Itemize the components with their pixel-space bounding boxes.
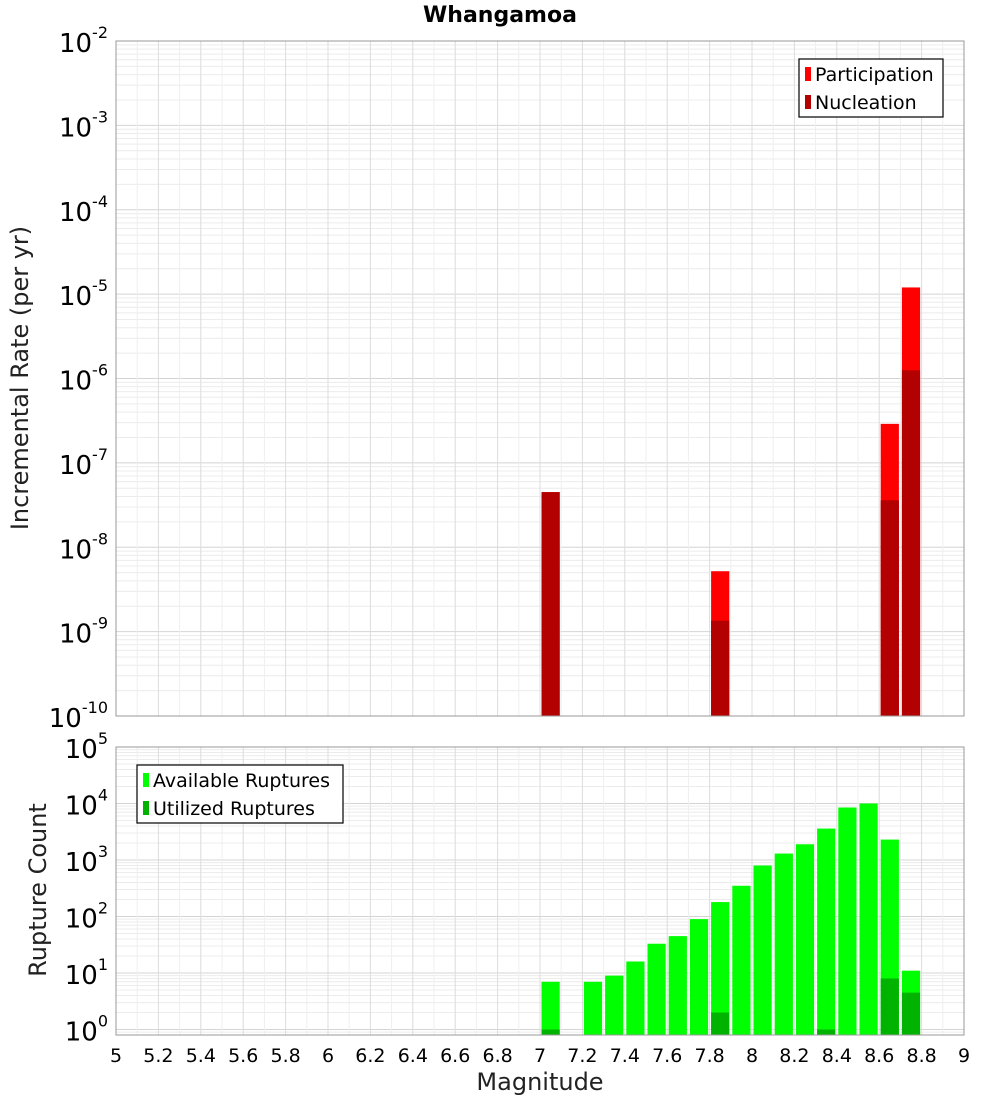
- bottom-bar-primary: [626, 961, 645, 1035]
- bottom-bar-primary: [838, 807, 857, 1035]
- bottom-y-tick-label: 104: [65, 786, 108, 822]
- x-tick-label: 6.6: [440, 1045, 470, 1067]
- bottom-bar-primary: [647, 943, 666, 1035]
- x-tick-label: 6.2: [355, 1045, 385, 1067]
- top-y-tick-label: 10-6: [59, 361, 108, 397]
- top-y-tick-label: 10-3: [59, 107, 108, 143]
- x-tick-label: 5.2: [143, 1045, 173, 1067]
- bottom-bar-primary: [753, 865, 772, 1035]
- top-legend-swatch: [805, 95, 811, 109]
- bottom-bar-primary: [732, 885, 751, 1035]
- x-axis-label: Magnitude: [476, 1068, 603, 1096]
- x-tick-label: 5.6: [228, 1045, 258, 1067]
- x-tick-label: 5: [110, 1045, 122, 1067]
- top-bar-secondary: [541, 492, 560, 716]
- bottom-bar-primary: [711, 902, 730, 1035]
- bottom-legend: [136, 764, 344, 824]
- top-y-tick-label: 10-10: [49, 698, 108, 734]
- x-tick-label: 6.4: [398, 1045, 428, 1067]
- bottom-plot-area: 100 101 102 103 104 105 Available Ruptures Util…: [65, 729, 970, 1067]
- bottom-plot-frame: [115, 746, 965, 1036]
- top-bar-secondary: [711, 620, 730, 716]
- top-y-tick-label: 10-9: [59, 614, 108, 650]
- top-legend-label: Nucleation: [815, 92, 917, 114]
- x-tick-label: 7.6: [652, 1045, 682, 1067]
- x-tick-label: 8: [746, 1045, 758, 1067]
- top-y-tick-label: 10-5: [59, 276, 108, 312]
- x-tick-label: 6: [322, 1045, 334, 1067]
- bottom-legend-swatch: [143, 801, 149, 815]
- top-legend: [798, 58, 944, 118]
- bottom-bar-secondary: [711, 1012, 730, 1035]
- bottom-y-axis-label: Rupture Count: [24, 803, 52, 977]
- top-y-tick-label: 10-7: [59, 445, 108, 481]
- x-tick-label: 8.6: [864, 1045, 894, 1067]
- x-tick-label: 7.2: [567, 1045, 597, 1067]
- x-tick-label: 7.8: [694, 1045, 724, 1067]
- top-y-tick-label: 10-8: [59, 529, 108, 565]
- x-tick-label: 7: [534, 1045, 546, 1067]
- bottom-y-tick-label: 101: [65, 955, 108, 991]
- top-plot-frame: [115, 40, 965, 717]
- x-tick-label: 5.4: [186, 1045, 216, 1067]
- bottom-bar-primary: [668, 936, 687, 1035]
- x-tick-label: 5.8: [270, 1045, 300, 1067]
- bottom-bar-primary: [817, 828, 836, 1035]
- bottom-legend-swatch: [143, 773, 149, 787]
- x-tick-label: 7.4: [610, 1045, 640, 1067]
- top-y-axis-label: Incremental Rate (per yr): [6, 226, 34, 530]
- bottom-bar-primary: [583, 981, 603, 1035]
- bottom-y-tick-label: 102: [65, 899, 108, 935]
- bottom-y-tick-label: 100: [65, 1012, 108, 1048]
- bottom-bar-primary: [774, 853, 793, 1035]
- top-plot-area: 10-10 10-9 10-8 10-7 10-6 10-5 10-4 10-3 10-2 Par…: [49, 23, 965, 734]
- x-tick-label: 8.8: [906, 1045, 936, 1067]
- top-legend-swatch: [805, 67, 811, 81]
- bottom-bar-secondary: [901, 992, 921, 1035]
- x-tick-label: 9: [958, 1045, 970, 1067]
- top-y-tick-label: 10-2: [59, 23, 108, 59]
- bottom-legend-label: Utilized Ruptures: [153, 798, 315, 820]
- bottom-y-tick-label: 103: [65, 842, 108, 878]
- bottom-bar-secondary: [817, 1029, 836, 1035]
- bottom-bar-secondary: [541, 1029, 560, 1035]
- bottom-bar-primary: [689, 919, 709, 1035]
- bottom-bar-primary: [541, 981, 560, 1035]
- bottom-legend-label: Available Ruptures: [153, 770, 330, 792]
- top-bar-secondary: [901, 370, 921, 716]
- x-tick-label: 8.4: [822, 1045, 852, 1067]
- chart-title: Whangamoa: [423, 3, 577, 28]
- bottom-bar-primary: [859, 803, 878, 1035]
- x-tick-label: 8.2: [779, 1045, 809, 1067]
- x-tick-label: 6.8: [482, 1045, 512, 1067]
- top-bar-secondary: [880, 500, 899, 716]
- bottom-bar-primary: [795, 844, 815, 1035]
- bottom-bar-secondary: [880, 978, 899, 1035]
- bottom-y-tick-label: 105: [65, 729, 108, 765]
- top-y-tick-label: 10-4: [59, 192, 108, 228]
- bottom-bar-primary: [605, 975, 624, 1035]
- top-legend-label: Participation: [815, 64, 934, 86]
